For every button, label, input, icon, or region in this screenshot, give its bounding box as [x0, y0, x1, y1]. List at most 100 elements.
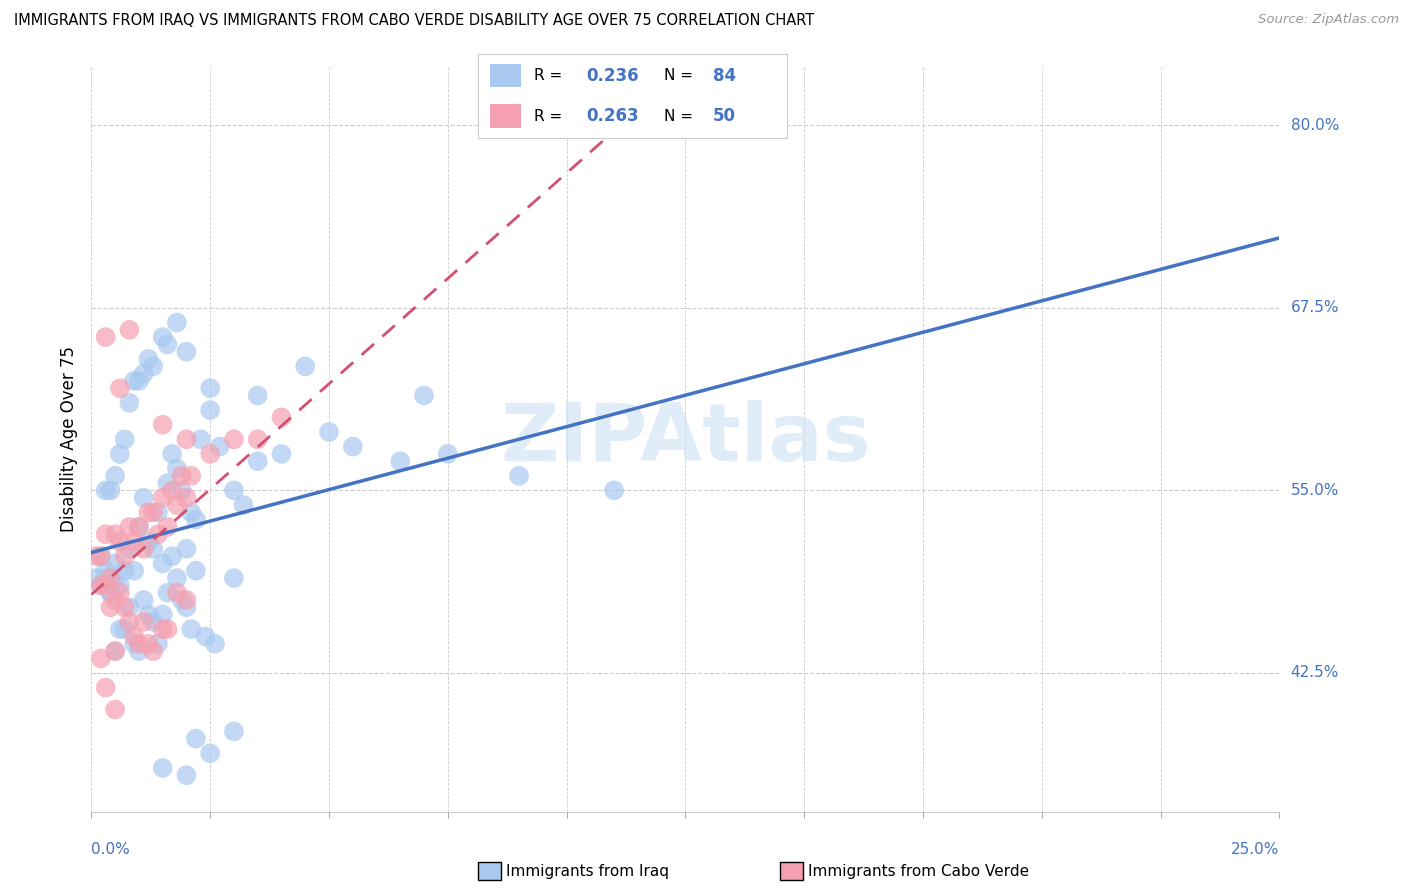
Point	[208, 440, 231, 454]
Point	[152, 607, 174, 622]
Point	[114, 433, 136, 447]
Point	[222, 724, 245, 739]
Point	[114, 600, 136, 615]
Point	[114, 564, 136, 578]
Point	[152, 491, 174, 505]
Point	[152, 417, 174, 432]
Point	[152, 622, 174, 636]
Point	[90, 578, 112, 592]
Point	[104, 527, 127, 541]
Point	[132, 615, 155, 629]
Point	[508, 468, 530, 483]
Point	[122, 637, 145, 651]
Text: 42.5%: 42.5%	[1291, 665, 1339, 681]
Point	[184, 564, 207, 578]
Point	[436, 447, 458, 461]
Point	[122, 564, 145, 578]
Point	[90, 549, 112, 563]
Point	[146, 637, 169, 651]
Point	[176, 491, 198, 505]
Point	[146, 527, 169, 541]
Point	[142, 505, 165, 519]
Point	[104, 468, 127, 483]
Point	[108, 447, 131, 461]
Point	[128, 520, 150, 534]
Text: 80.0%: 80.0%	[1291, 118, 1339, 133]
Point	[176, 593, 198, 607]
Point	[94, 330, 117, 344]
Point	[104, 557, 127, 571]
Point	[84, 549, 107, 563]
Point	[128, 374, 150, 388]
Point	[128, 520, 150, 534]
Text: IMMIGRANTS FROM IRAQ VS IMMIGRANTS FROM CABO VERDE DISABILITY AGE OVER 75 CORREL: IMMIGRANTS FROM IRAQ VS IMMIGRANTS FROM …	[14, 13, 814, 29]
Point	[100, 600, 122, 615]
Text: 25.0%: 25.0%	[1232, 842, 1279, 857]
Point	[100, 483, 122, 498]
Point	[132, 541, 155, 556]
Point	[270, 447, 292, 461]
Point	[156, 337, 179, 351]
Point	[90, 578, 112, 592]
Point	[108, 381, 131, 395]
Point	[246, 454, 269, 468]
Point	[180, 622, 202, 636]
Point	[170, 483, 193, 498]
Point	[166, 585, 188, 599]
Point	[166, 498, 188, 512]
Point	[94, 527, 117, 541]
FancyBboxPatch shape	[491, 63, 522, 87]
Point	[142, 615, 165, 629]
Point	[118, 600, 141, 615]
Point	[138, 637, 160, 651]
Point	[176, 344, 198, 359]
Point	[603, 483, 626, 498]
Point	[152, 761, 174, 775]
Point	[142, 359, 165, 374]
Text: 0.236: 0.236	[586, 67, 638, 85]
Point	[118, 396, 141, 410]
Point	[222, 571, 245, 585]
Point	[94, 483, 117, 498]
Point	[190, 433, 212, 447]
Point	[108, 585, 131, 599]
Point	[138, 534, 160, 549]
Text: 0.263: 0.263	[586, 107, 638, 125]
Point	[156, 476, 179, 491]
Point	[222, 483, 245, 498]
Point	[389, 454, 412, 468]
Point	[118, 323, 141, 337]
Point	[100, 585, 122, 599]
Point	[100, 585, 122, 599]
Point	[94, 578, 117, 592]
Point	[156, 622, 179, 636]
Point	[152, 330, 174, 344]
Point	[104, 702, 127, 716]
Point	[104, 644, 127, 658]
Point	[114, 622, 136, 636]
Point	[94, 571, 117, 585]
Point	[90, 651, 112, 665]
Text: 0.0%: 0.0%	[91, 842, 131, 857]
Point	[180, 468, 202, 483]
Point	[122, 630, 145, 644]
Point	[94, 681, 117, 695]
Point	[118, 541, 141, 556]
Point	[180, 505, 202, 519]
Point	[104, 571, 127, 585]
Point	[170, 593, 193, 607]
Point	[90, 549, 112, 563]
Point	[108, 578, 131, 592]
Text: R =: R =	[534, 109, 567, 124]
Point	[156, 520, 179, 534]
Point	[246, 433, 269, 447]
Point	[138, 607, 160, 622]
Point	[200, 381, 222, 395]
Point	[122, 534, 145, 549]
Point	[142, 541, 165, 556]
Text: N =: N =	[664, 109, 697, 124]
Point	[128, 644, 150, 658]
Point	[108, 534, 131, 549]
Point	[170, 468, 193, 483]
Point	[138, 351, 160, 366]
